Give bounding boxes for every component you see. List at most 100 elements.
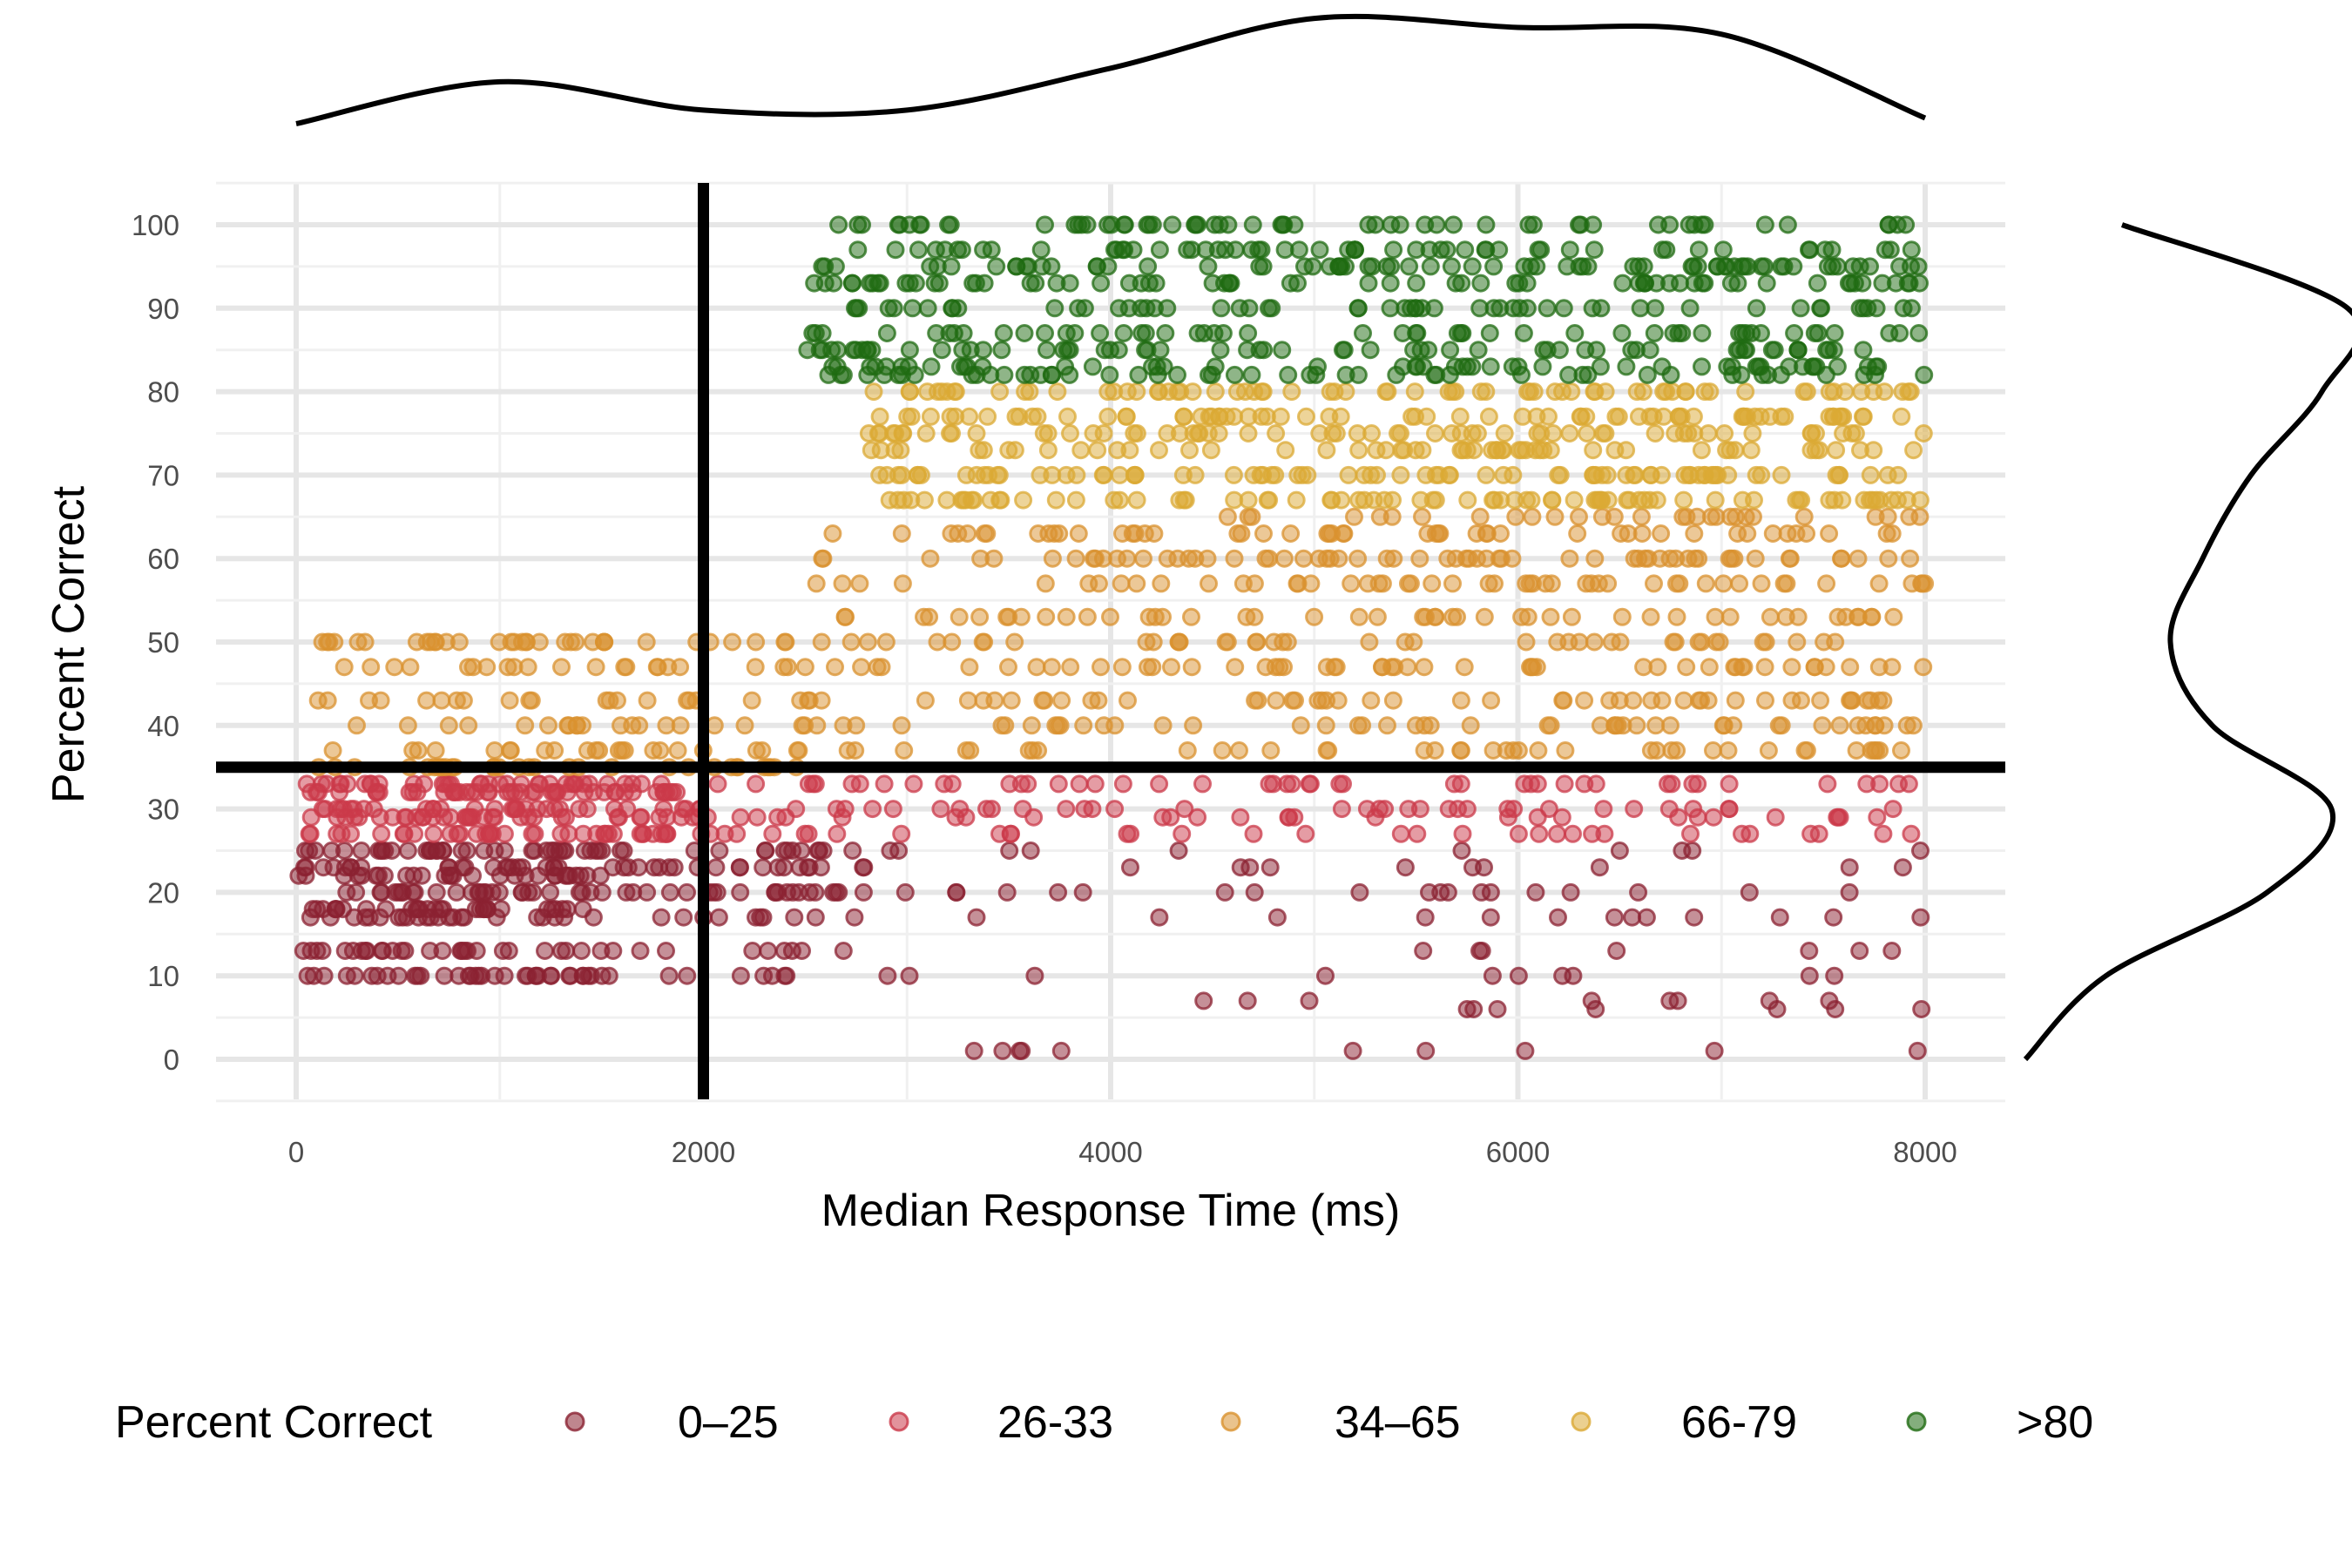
point-series-2 bbox=[409, 741, 428, 760]
point-series-0 bbox=[383, 942, 402, 960]
point-series-0 bbox=[1051, 1041, 1071, 1060]
x-marginal-density bbox=[295, 13, 1927, 126]
point-series-1 bbox=[1282, 774, 1301, 794]
point-series-2 bbox=[1037, 607, 1056, 626]
point-series-2 bbox=[1242, 507, 1261, 526]
point-series-0 bbox=[447, 882, 466, 902]
point-series-4 bbox=[1163, 215, 1182, 234]
point-series-0 bbox=[1590, 858, 1609, 877]
point-series-2 bbox=[1039, 524, 1058, 543]
point-series-2 bbox=[1265, 632, 1283, 652]
point-series-3 bbox=[1110, 465, 1129, 484]
point-series-2 bbox=[1019, 741, 1038, 760]
point-series-2 bbox=[1317, 658, 1336, 677]
point-series-1 bbox=[1818, 774, 1837, 794]
point-series-3 bbox=[1679, 424, 1698, 443]
point-series-0 bbox=[1893, 858, 1912, 877]
point-series-2 bbox=[1345, 507, 1363, 526]
point-series-2 bbox=[1027, 658, 1046, 677]
point-series-3 bbox=[1282, 382, 1301, 402]
point-series-0 bbox=[1025, 966, 1044, 985]
point-series-4 bbox=[1226, 240, 1245, 260]
point-series-0 bbox=[1000, 841, 1019, 860]
point-series-0 bbox=[1586, 1000, 1605, 1018]
point-series-4 bbox=[1132, 274, 1151, 293]
point-series-0 bbox=[1526, 882, 1545, 902]
point-series-4 bbox=[1114, 324, 1133, 342]
point-series-2 bbox=[1066, 549, 1085, 568]
point-series-3 bbox=[1864, 382, 1883, 402]
point-series-3 bbox=[1835, 382, 1855, 402]
point-series-2 bbox=[1674, 691, 1693, 710]
point-series-2 bbox=[1882, 658, 1902, 677]
point-series-4 bbox=[1411, 341, 1430, 360]
point-series-2 bbox=[1401, 574, 1420, 593]
point-series-4 bbox=[1288, 274, 1307, 293]
point-series-0 bbox=[1049, 882, 1068, 902]
point-series-2 bbox=[1134, 549, 1152, 568]
point-series-4 bbox=[879, 299, 898, 318]
point-series-0 bbox=[404, 866, 423, 885]
point-series-4 bbox=[1481, 357, 1500, 376]
point-series-2 bbox=[595, 632, 614, 652]
point-series-0 bbox=[409, 908, 428, 927]
point-series-2 bbox=[1774, 574, 1794, 593]
point-series-2 bbox=[999, 658, 1017, 677]
point-series-0 bbox=[478, 900, 497, 919]
point-series-1 bbox=[395, 808, 415, 827]
marginal-density-curves bbox=[295, 13, 2352, 1062]
point-series-0 bbox=[806, 908, 825, 927]
point-series-1 bbox=[1868, 808, 1887, 827]
point-series-0 bbox=[1481, 908, 1500, 927]
point-series-1 bbox=[1175, 800, 1194, 819]
point-series-4 bbox=[1310, 240, 1329, 260]
point-series-4 bbox=[1793, 357, 1812, 376]
point-series-0 bbox=[678, 882, 696, 902]
point-series-3 bbox=[1737, 407, 1756, 426]
point-series-4 bbox=[1680, 299, 1700, 318]
point-series-1 bbox=[1683, 774, 1702, 794]
point-series-0 bbox=[1629, 882, 1648, 902]
point-series-0 bbox=[457, 841, 476, 860]
point-series-1 bbox=[1659, 774, 1677, 794]
point-series-0 bbox=[604, 858, 622, 877]
y-tick-label: 40 bbox=[147, 710, 179, 742]
point-series-3 bbox=[1031, 465, 1050, 484]
point-series-1 bbox=[1766, 808, 1785, 827]
point-series-2 bbox=[1233, 574, 1253, 593]
point-series-3 bbox=[1192, 407, 1211, 426]
point-series-2 bbox=[1730, 574, 1749, 593]
point-series-4 bbox=[1213, 324, 1233, 342]
point-series-1 bbox=[1583, 824, 1602, 843]
point-series-3 bbox=[937, 490, 956, 510]
point-series-2 bbox=[1646, 716, 1666, 735]
point-series-1 bbox=[1528, 774, 1547, 794]
point-series-3 bbox=[1098, 382, 1118, 402]
point-series-1 bbox=[1070, 774, 1089, 794]
point-series-4 bbox=[1880, 324, 1899, 342]
point-series-2 bbox=[1720, 607, 1740, 626]
point-series-2 bbox=[876, 632, 896, 652]
point-series-3 bbox=[1736, 382, 1755, 402]
point-series-3 bbox=[921, 407, 940, 426]
point-series-3 bbox=[1635, 490, 1654, 510]
point-series-0 bbox=[1073, 882, 1092, 902]
point-series-4 bbox=[1506, 274, 1525, 293]
point-series-0 bbox=[435, 966, 454, 985]
point-series-2 bbox=[426, 741, 445, 760]
point-series-2 bbox=[1666, 549, 1686, 568]
point-series-2 bbox=[1813, 716, 1832, 735]
point-series-3 bbox=[1745, 490, 1763, 510]
point-series-2 bbox=[1291, 716, 1310, 735]
point-series-3 bbox=[901, 382, 919, 402]
point-series-4 bbox=[861, 357, 880, 376]
point-series-3 bbox=[1125, 424, 1144, 443]
point-series-0 bbox=[545, 866, 564, 885]
point-series-3 bbox=[1520, 382, 1539, 402]
point-series-2 bbox=[1074, 716, 1093, 735]
point-series-2 bbox=[1482, 691, 1501, 710]
point-series-0 bbox=[526, 966, 545, 985]
point-series-4 bbox=[1583, 299, 1602, 318]
point-series-3 bbox=[1066, 490, 1085, 510]
point-series-4 bbox=[1771, 365, 1790, 384]
